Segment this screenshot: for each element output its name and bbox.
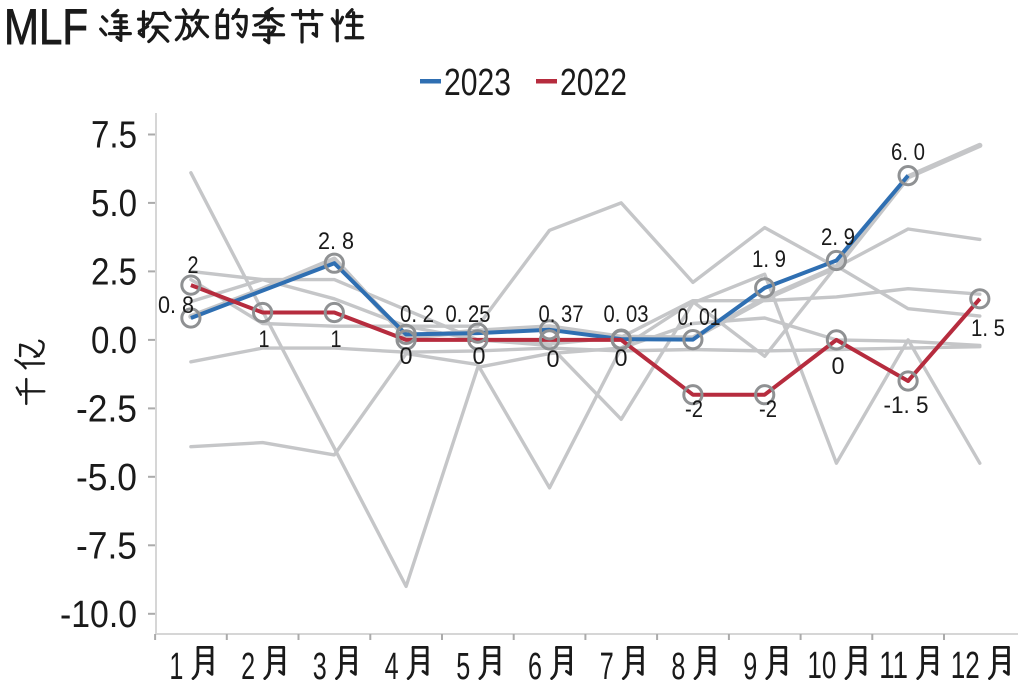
svg-text:0.0: 0.0: [91, 320, 137, 362]
svg-text:1: 1: [169, 646, 183, 685]
svg-text:-2: -2: [685, 396, 703, 423]
svg-text:0: 0: [832, 353, 845, 380]
svg-text:2. 9: 2. 9: [821, 224, 855, 251]
svg-text:0: 0: [547, 346, 560, 373]
svg-text:-1. 5: -1. 5: [884, 392, 929, 419]
svg-text:0: 0: [473, 343, 486, 370]
svg-text:8: 8: [671, 646, 685, 685]
svg-text:0. 25: 0. 25: [446, 301, 491, 328]
svg-text:2.5: 2.5: [91, 251, 137, 293]
svg-text:-5.0: -5.0: [76, 457, 137, 499]
svg-text:2: 2: [188, 252, 199, 279]
svg-text:0. 03: 0. 03: [604, 301, 649, 328]
svg-text:7.5: 7.5: [91, 115, 137, 157]
svg-text:9: 9: [743, 646, 757, 685]
svg-text:0. 8: 0. 8: [158, 292, 194, 319]
svg-text:1. 5: 1. 5: [971, 315, 1005, 342]
svg-text:0. 37: 0. 37: [539, 301, 584, 328]
svg-text:5: 5: [456, 646, 470, 685]
svg-text:11: 11: [879, 645, 908, 685]
svg-text:6. 0: 6. 0: [891, 139, 925, 166]
svg-text:-7.5: -7.5: [76, 525, 137, 567]
svg-text:2022: 2022: [560, 62, 627, 104]
svg-text:-2: -2: [759, 396, 777, 423]
svg-text:0. 2: 0. 2: [400, 301, 434, 328]
svg-text:-2.5: -2.5: [76, 388, 137, 430]
svg-text:3: 3: [313, 646, 327, 685]
svg-text:1: 1: [259, 326, 270, 353]
svg-text:1: 1: [331, 326, 342, 353]
svg-text:2. 8: 2. 8: [318, 228, 354, 255]
svg-text:MLF: MLF: [4, 0, 88, 55]
svg-text:6: 6: [528, 646, 542, 685]
svg-text:2023: 2023: [444, 62, 511, 104]
svg-text:0. 01: 0. 01: [678, 304, 721, 331]
svg-text:10: 10: [807, 645, 836, 685]
svg-text:0: 0: [400, 343, 413, 370]
svg-text:-10.0: -10.0: [60, 594, 137, 636]
svg-text:5.0: 5.0: [91, 183, 137, 225]
svg-text:12: 12: [951, 645, 980, 685]
svg-text:0: 0: [615, 345, 628, 372]
svg-text:7: 7: [600, 646, 614, 685]
svg-text:1. 9: 1. 9: [752, 246, 786, 273]
svg-text:4: 4: [385, 646, 399, 685]
svg-text:2: 2: [241, 646, 255, 685]
